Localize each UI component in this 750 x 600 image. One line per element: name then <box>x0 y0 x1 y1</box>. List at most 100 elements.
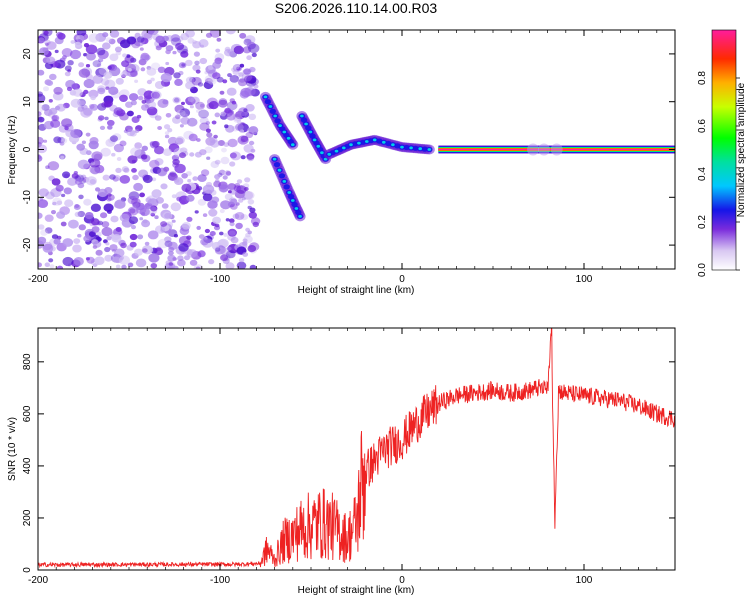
spectrogram-branch-core <box>295 209 302 215</box>
colorbar-tick-label: 0.2 <box>697 215 708 229</box>
spectrogram-noise-blob <box>56 103 66 112</box>
spectrogram-noise-blob <box>113 143 124 153</box>
spectrogram-noise-blob <box>180 200 186 206</box>
spectrogram-noise-blob <box>247 230 252 235</box>
spectrogram-noise-blob <box>206 103 214 110</box>
spectrogram-noise-blob <box>242 183 250 189</box>
spectrogram-noise-blob <box>46 80 54 86</box>
spectrogram-noise-blob <box>108 38 116 45</box>
spectrogram-noise-blob <box>104 254 113 262</box>
spectrogram-noise-blob <box>248 126 259 135</box>
spectrogram-noise-blob <box>205 128 211 133</box>
spectrogram-noise-blob <box>116 109 126 117</box>
spectrogram-noise-blob <box>240 214 248 221</box>
spectrogram-noise-blob <box>68 219 79 229</box>
spectrogram-branch-core <box>291 201 298 208</box>
spectrogram-noise-blob <box>192 64 201 72</box>
spectrogram-noise-blob <box>183 113 188 118</box>
spectrogram-noise-blob <box>56 211 66 219</box>
spectrogram-noise-blob <box>150 77 155 82</box>
spectrogram-noise-blob <box>168 262 174 266</box>
spectrogram-noise-blob <box>214 174 221 180</box>
spectrogram-noise-blob <box>229 230 236 236</box>
spectrogram-noise-blob <box>67 60 74 66</box>
spectrogram-noise-blob <box>162 148 172 156</box>
spectrogram-noise-blob <box>70 98 82 108</box>
spectrogram-noise-blob <box>121 60 130 68</box>
spectrogram-noise-blob <box>38 93 46 104</box>
spectrogram-noise-blob <box>180 32 190 41</box>
spectrogram-noise-blob <box>244 86 256 97</box>
spectrogram-noise-blob <box>52 201 57 206</box>
spectrogram-noise-blob <box>185 30 195 38</box>
spectrogram-noise-blob <box>74 179 83 185</box>
spectrogram-noise-blob <box>62 256 74 267</box>
spectrogram-noise-blob <box>62 238 74 247</box>
spectrogram-noise-blob <box>105 100 114 107</box>
spectrogram-noise-blob <box>43 30 49 35</box>
spectrogram-noise-blob <box>90 166 100 175</box>
spectrogram-noise-blob <box>208 259 215 265</box>
spectrogram-ytick-label: 10 <box>22 96 33 108</box>
spectrogram-noise-blob <box>227 138 238 148</box>
spectrogram-noise-blob <box>164 134 170 139</box>
spectrogram-noise-blob <box>229 161 236 167</box>
spectrogram-noise-blob <box>196 225 201 230</box>
spectrogram-noise-blob <box>248 43 260 54</box>
spectrogram-noise-blob <box>225 171 231 176</box>
spectrogram-noise-blob <box>187 249 198 258</box>
spectrogram-noise-blob <box>104 79 116 89</box>
spectrogram-noise-blob <box>78 68 91 78</box>
spectrogram-noise-blob <box>74 41 82 47</box>
spectrogram-noise-blob <box>197 82 204 87</box>
spectrogram-noise-blob <box>116 157 122 161</box>
spectrogram-noise-blob <box>155 225 165 234</box>
spectrogram-noise-blob <box>204 228 210 234</box>
spectrogram-noise-blob <box>155 45 162 51</box>
spectrogram-noise-blob <box>133 197 139 202</box>
spectrogram-branch-highlight <box>287 191 292 194</box>
spectrogram-noise-blob <box>219 90 225 95</box>
spectrogram-noise-blob <box>243 75 254 84</box>
spectrogram-noise-blob <box>161 203 169 209</box>
spectrogram-noise-blob <box>128 216 139 225</box>
spectrogram-noise-blob <box>47 161 60 171</box>
spectrogram-noise-blob <box>179 152 186 159</box>
spectrogram-noise-blob <box>51 234 59 240</box>
spectrogram-branch-highlight <box>277 168 282 172</box>
spectrogram-noise-blob <box>102 42 111 50</box>
spectrogram-noise-blob <box>224 48 234 57</box>
spectrogram-branch-highlight <box>272 157 277 161</box>
spectrogram-noise-blob <box>43 139 48 143</box>
spectrogram-noise-blob <box>242 197 246 201</box>
spectrogram-branch-highlight <box>282 130 287 134</box>
spectrogram-noise-blob <box>52 197 62 206</box>
spectrogram-noise-blob <box>222 175 228 180</box>
colorbar: 0.0 0.2 0.4 0.6 0.8 Normalized spectral ampl… <box>697 29 747 277</box>
spectrogram-noise-blob <box>63 187 72 195</box>
spectrogram-noise-blob <box>190 96 200 105</box>
spectrogram-noise-blob <box>215 223 220 228</box>
spectrogram-noise-blob <box>193 264 203 269</box>
spectrogram-noise-blob <box>140 67 146 72</box>
spectrogram-noise-blob <box>225 218 230 222</box>
spectrogram-noise-blob <box>66 86 73 92</box>
spectrogram-noise-blob <box>99 125 106 130</box>
spectrogram-noise-blob <box>134 32 141 38</box>
spectrogram-noise-blob <box>204 146 213 154</box>
spectrogram-noise-blob <box>95 187 101 192</box>
spectrogram-ytick-label: 0 <box>22 146 33 152</box>
spectrogram-noise-blob <box>107 193 112 197</box>
spectrogram-noise-blob <box>202 193 213 202</box>
spectrogram-noise-blob <box>157 167 167 176</box>
spectrogram-noise-blob <box>43 86 49 92</box>
spectrogram-noise-blob <box>89 158 101 168</box>
spectrogram-noise-blob <box>100 212 108 219</box>
spectrogram-noise-blob <box>110 215 119 223</box>
spectrogram-noise-blob <box>127 262 134 268</box>
spectrogram-noise-blob <box>64 199 74 207</box>
spectrogram-noise-blob <box>202 213 208 218</box>
spectrogram-noise-blob <box>98 115 105 121</box>
spectrogram-branch-highlight <box>304 122 308 126</box>
spectrogram-noise-blob <box>71 83 78 89</box>
